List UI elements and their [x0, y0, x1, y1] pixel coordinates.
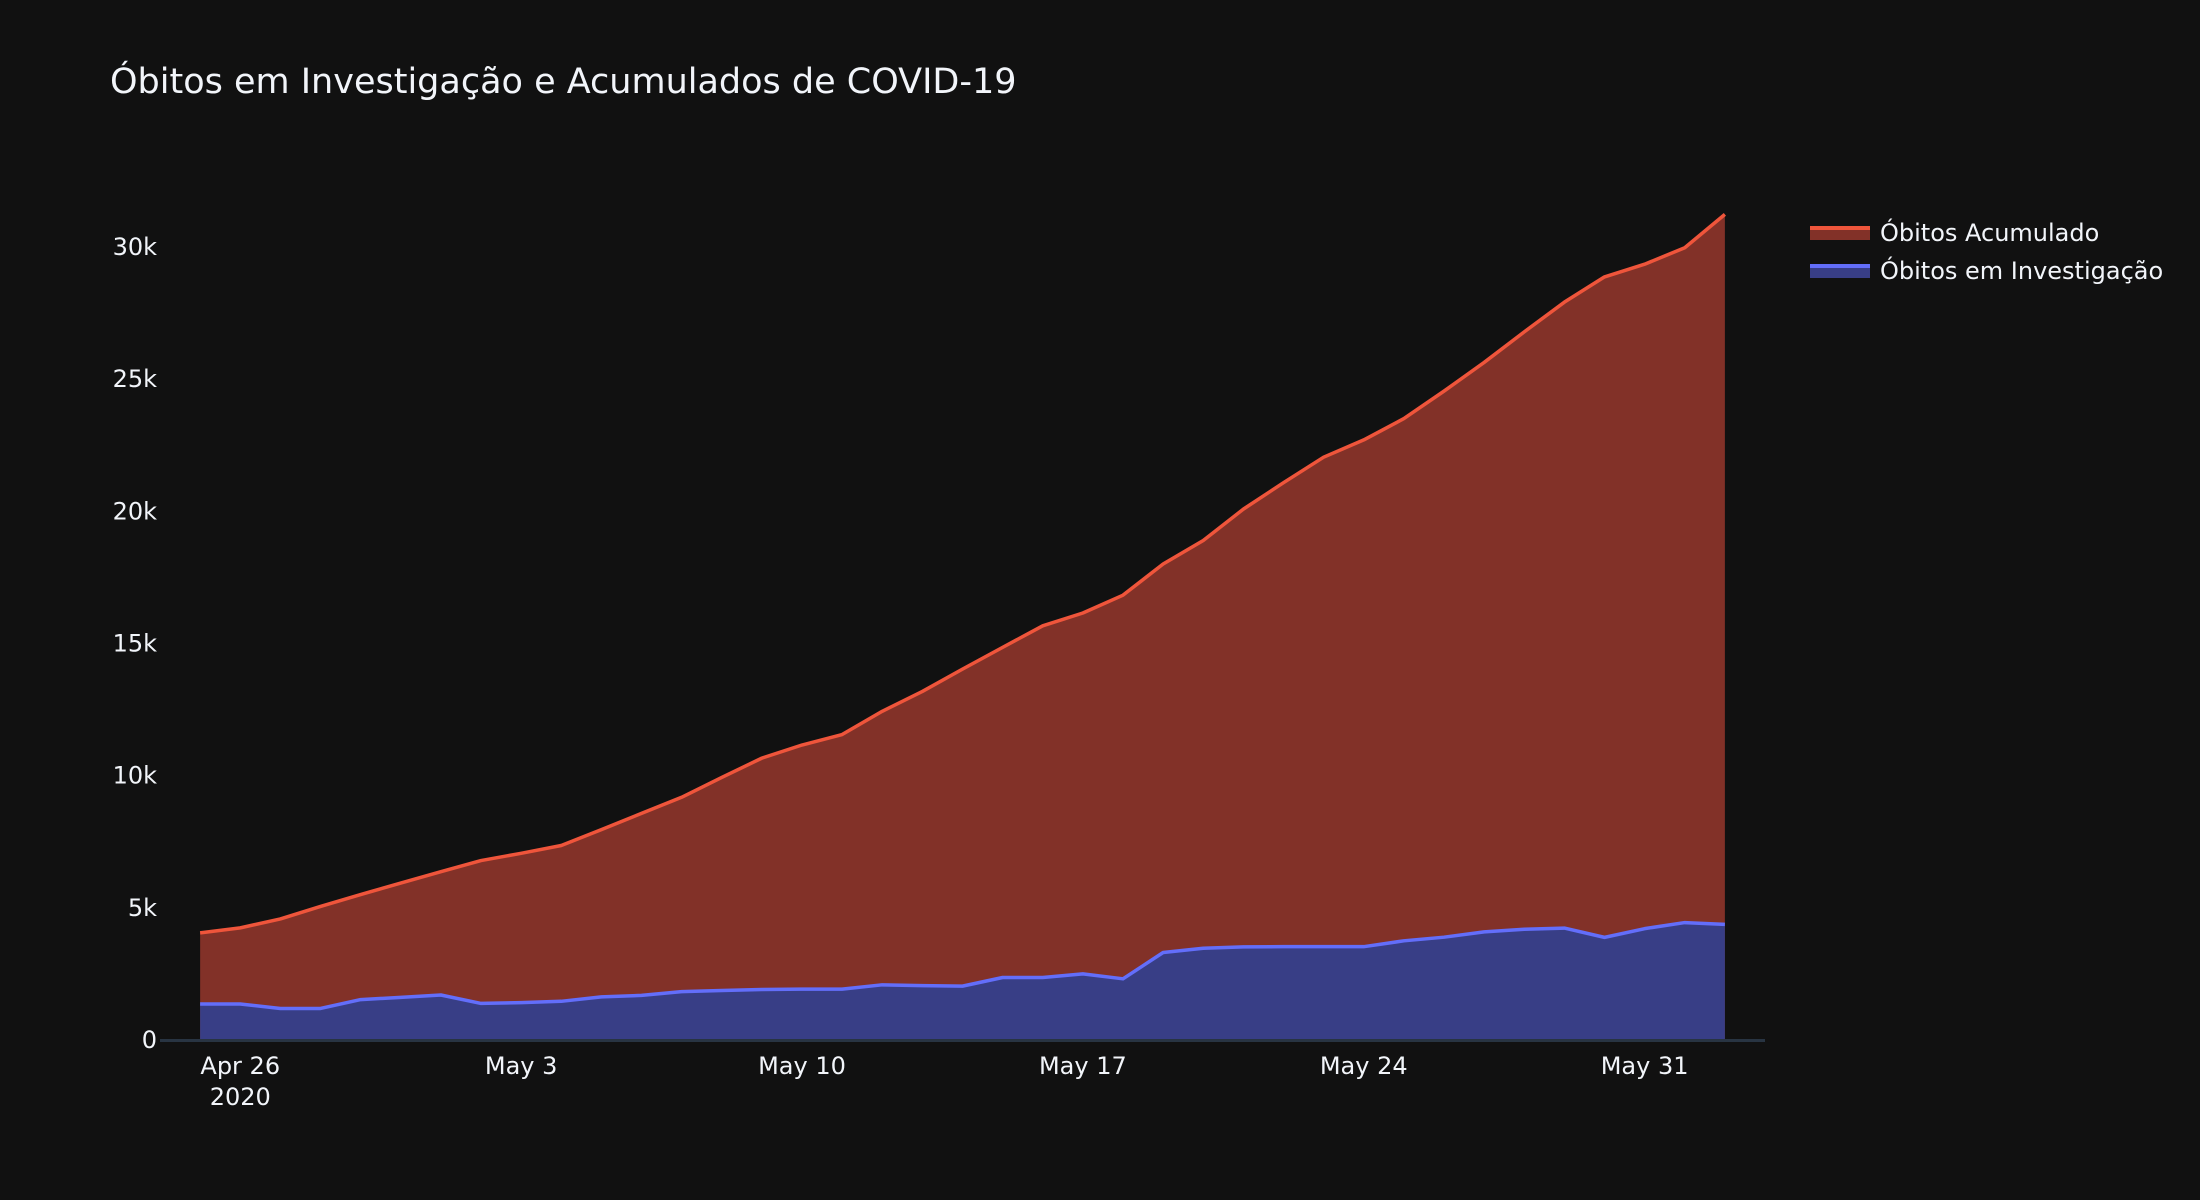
legend-swatch	[1810, 264, 1870, 278]
legend: Óbitos Acumulado Óbitos em Investigação	[1810, 214, 2163, 290]
y-tick-label: 15k	[113, 630, 158, 658]
legend-item[interactable]: Óbitos em Investigação	[1810, 252, 2163, 290]
y-tick-label: 25k	[113, 365, 158, 393]
legend-swatch	[1810, 226, 1870, 240]
legend-item[interactable]: Óbitos Acumulado	[1810, 214, 2163, 252]
x-tick-label: Apr 26	[200, 1052, 280, 1080]
line-acumulado	[199, 213, 1726, 935]
line-investigacao	[200, 920, 1725, 1011]
y-tick-label: 10k	[113, 762, 158, 790]
x-tick-label: May 24	[1320, 1052, 1408, 1080]
legend-label: Óbitos em Investigação	[1880, 257, 2164, 285]
y-tick-label: 0	[142, 1026, 157, 1054]
y-tick-label: 5k	[128, 894, 157, 922]
y-tick-label: 20k	[113, 497, 158, 525]
x-tick-label: May 3	[485, 1052, 558, 1080]
y-tick-label: 30k	[113, 233, 158, 261]
area-investigacao	[200, 922, 1725, 1039]
x-tick-label: May 31	[1601, 1052, 1689, 1080]
chart-title: Óbitos em Investigação e Acumulados de C…	[110, 62, 1017, 102]
x-tick-sublabel: 2020	[210, 1083, 271, 1111]
x-tick-label: May 17	[1039, 1052, 1127, 1080]
x-tick-label: May 10	[758, 1052, 846, 1080]
area-acumulado	[200, 214, 1725, 1039]
legend-label: Óbitos Acumulado	[1880, 219, 2100, 247]
